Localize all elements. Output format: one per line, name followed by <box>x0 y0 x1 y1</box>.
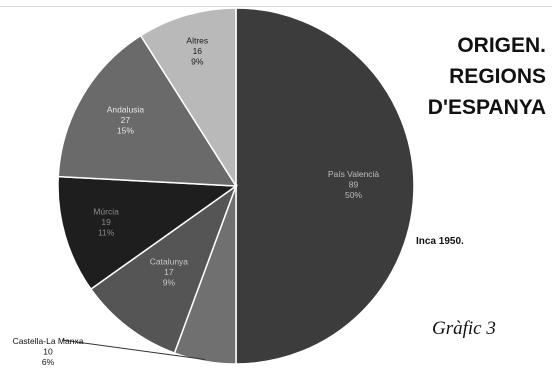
data-label-value: 10 <box>43 347 53 357</box>
pie-slice-altres <box>139 7 237 189</box>
chart-title-line-2: REGIONS <box>449 65 546 88</box>
pie-slice-andalusia <box>57 34 238 187</box>
data-label-value: 16 <box>193 46 203 56</box>
chart-title: ORIGEN. REGIONS D'ESPANYA <box>386 30 546 123</box>
figure-caption: Gràfic 3 <box>432 318 496 339</box>
data-label-percent: 15% <box>117 125 134 135</box>
pie-slice-catalunya <box>89 183 238 354</box>
data-label-percent: 6% <box>42 357 55 367</box>
data-label-name: Castella-La Manxa <box>13 336 84 346</box>
data-label-value: 89 <box>349 180 359 190</box>
data-label-percent: 9% <box>191 57 204 67</box>
pie-slice-pais-valencia <box>235 7 415 365</box>
data-label-name: Andalusia <box>107 104 145 114</box>
data-label-percent: 11% <box>98 228 115 238</box>
chart-subtitle: Inca 1950. <box>416 236 464 247</box>
data-label-name: Catalunya <box>150 257 189 267</box>
data-label-name: Múrcia <box>93 207 119 217</box>
data-label-value: 17 <box>164 267 174 277</box>
data-label-value: 19 <box>101 217 111 227</box>
chart-title-line-1: ORIGEN. <box>457 34 546 57</box>
chart-title-line-3: D'ESPANYA <box>427 96 546 119</box>
data-label-percent: 9% <box>163 278 176 288</box>
pie-slice-murcia <box>57 175 239 291</box>
top-divider <box>0 6 552 7</box>
data-label-value: 27 <box>121 115 131 125</box>
data-label-name: Altres <box>186 36 208 46</box>
data-label-percent: 50% <box>345 190 362 200</box>
data-label-name: País Valencià <box>328 169 380 179</box>
label-leader-line <box>61 339 206 360</box>
